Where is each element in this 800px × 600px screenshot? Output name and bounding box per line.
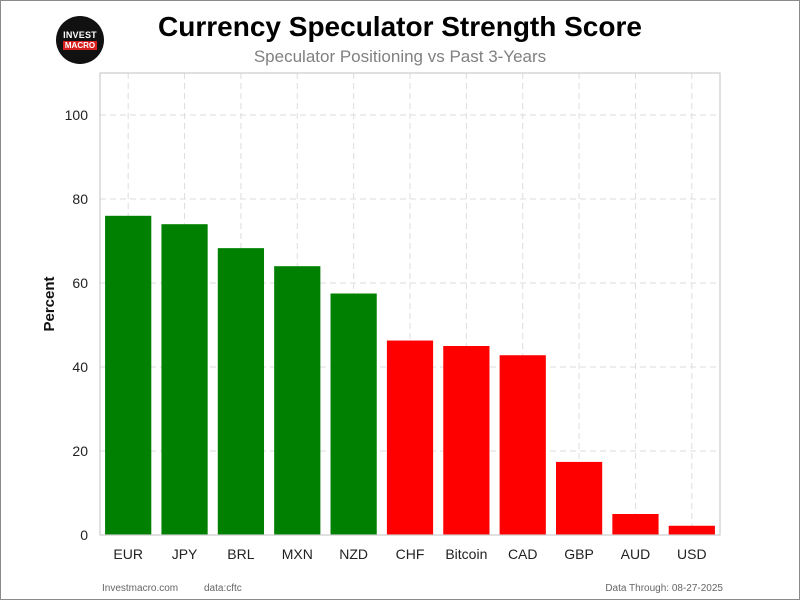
y-tick-label: 0 — [80, 527, 88, 543]
x-tick-label: Bitcoin — [445, 546, 487, 562]
y-axis-label: Percent — [41, 276, 58, 331]
x-tick-label: MXN — [282, 546, 313, 562]
x-tick-label: NZD — [339, 546, 368, 562]
bar-brl — [217, 248, 265, 535]
y-tick-label: 80 — [72, 191, 88, 207]
y-tick-label: 20 — [72, 443, 88, 459]
bar-jpy — [161, 224, 208, 535]
y-tick-label: 40 — [72, 359, 88, 375]
x-tick-label: USD — [677, 546, 707, 562]
bar-cad — [499, 355, 546, 535]
bar-aud — [612, 514, 659, 535]
bar-nzd — [330, 293, 377, 535]
chart-title: Currency Speculator Strength Score — [158, 11, 642, 42]
x-tick-label: JPY — [172, 546, 198, 562]
bar-usd — [668, 525, 715, 535]
bar-mxn — [274, 266, 321, 535]
investmacro-logo: INVEST MACRO — [56, 16, 104, 64]
bar-chf — [386, 340, 434, 535]
y-tick-label: 100 — [65, 107, 89, 123]
logo-text-bottom: MACRO — [62, 41, 98, 50]
x-tick-label: CHF — [396, 546, 425, 562]
plot-area-border — [99, 72, 721, 536]
y-tick-label: 60 — [72, 275, 88, 291]
bar-gbp — [555, 461, 603, 535]
logo-text-top: INVEST — [63, 30, 97, 40]
x-tick-label: CAD — [508, 546, 538, 562]
bar-eur — [105, 215, 152, 536]
x-tick-label: GBP — [564, 546, 594, 562]
footer-data-through: Data Through: 08-27-2025 — [605, 583, 723, 594]
x-tick-label: AUD — [621, 546, 651, 562]
footer-source: data:cftc — [204, 583, 242, 594]
x-tick-label: EUR — [113, 546, 143, 562]
chart-subtitle: Speculator Positioning vs Past 3-Years — [253, 47, 547, 66]
x-tick-label: BRL — [227, 546, 254, 562]
bar-bitcoin — [443, 346, 490, 535]
footer-site: Investmacro.com — [102, 583, 179, 594]
